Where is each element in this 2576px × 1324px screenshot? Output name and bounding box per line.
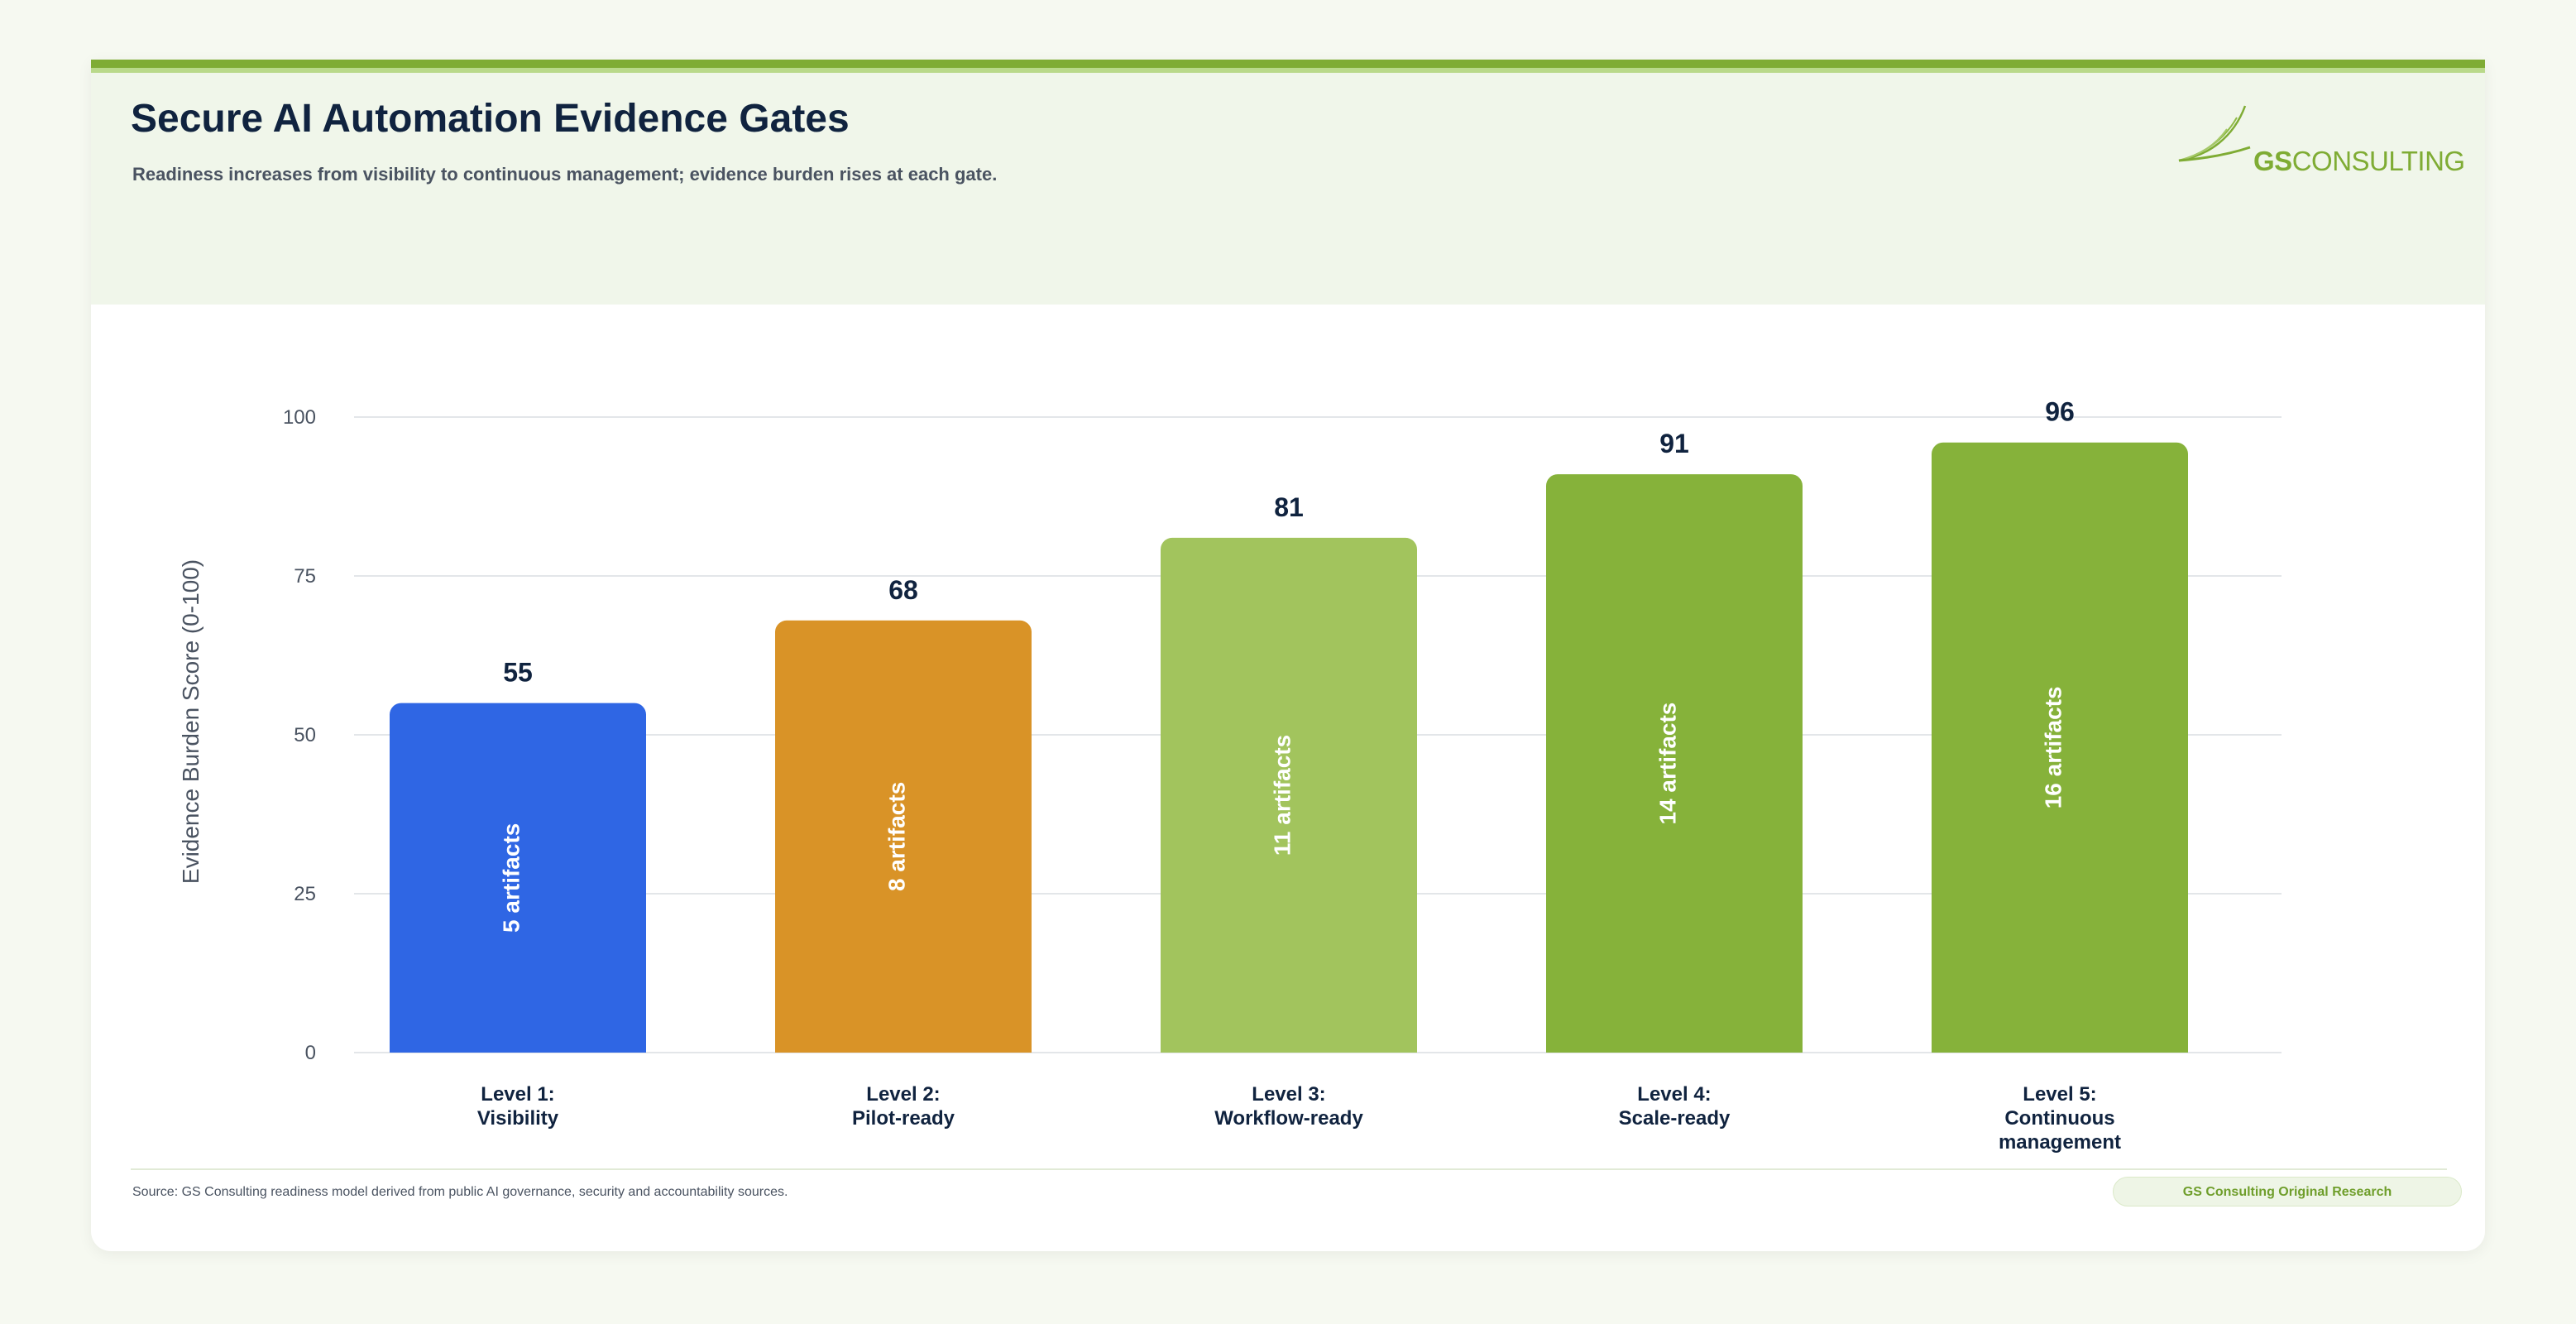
bar-inner-label: 16 artifacts [2041,686,2066,808]
x-tick-label: Pilot-ready [852,1107,955,1130]
x-tick-label: Level 3: [1252,1083,1325,1106]
bar-chart: 0 25 50 75 100 Evidence Burden Score (0-100) 5… [178,397,2282,1154]
x-tick-label: Level 4: [1637,1083,1711,1106]
bar-value-label: 81 [1274,492,1304,522]
source-note: Source: GS Consulting readiness model de… [132,1185,788,1199]
x-tick-label: Level 5: [2023,1083,2096,1106]
bar-base [775,1041,1032,1053]
y-tick-label: 75 [294,565,316,588]
bar-inner-label: 5 artifacts [499,823,524,933]
accent-bar-light [91,68,2485,73]
bar-inner-label: 14 artifacts [1655,703,1681,825]
logo-wordmark: GSCONSULTING [2253,146,2465,177]
page-title: Secure AI Automation Evidence Gates [131,97,850,141]
bar [775,620,1032,1053]
bar-base [1161,1041,1417,1053]
bar [390,703,646,1053]
y-tick-label: 25 [294,883,316,905]
bar-value-label: 96 [2045,397,2075,427]
bar-base [1546,1041,1803,1053]
bar [1161,537,1417,1053]
header [91,73,2485,305]
bar-inner-label: 11 artifacts [1270,735,1295,856]
bar [1932,442,2188,1053]
logo-text-bold: GS [2253,146,2292,176]
x-tick-label: Level 2: [866,1083,940,1106]
x-tick-label: Level 1: [481,1083,554,1106]
x-tick-label: Scale-ready [1619,1107,1731,1130]
x-tick-label: Visibility [477,1107,559,1130]
logo-text-regular: CONSULTING [2291,146,2465,176]
bar-value-label: 68 [888,575,918,605]
y-tick-label: 0 [305,1042,316,1064]
bar-base [1932,1041,2188,1053]
x-tick-label: Continuous [2004,1107,2114,1130]
page-subtitle: Readiness increases from visibility to c… [132,164,998,185]
bar-value-label: 91 [1659,429,1689,458]
bar-base [390,1041,646,1053]
bar [1546,474,1803,1053]
bar-inner-label: 8 artifacts [884,782,910,891]
y-axis-label: Evidence Burden Score (0-100) [178,559,203,884]
chart-card: Secure AI Automation Evidence Gates Read… [91,60,2485,1251]
bar-value-label: 55 [503,658,533,688]
accent-bar [91,60,2485,68]
x-tick-label: Workflow-ready [1214,1107,1363,1130]
footer-divider [131,1168,2447,1170]
research-badge: GS Consulting Original Research [2113,1177,2462,1206]
y-tick-label: 50 [294,724,316,746]
x-tick-label: management [1999,1131,2121,1154]
gs-consulting-logo-icon [2178,105,2251,162]
y-tick-label: 100 [283,406,316,429]
